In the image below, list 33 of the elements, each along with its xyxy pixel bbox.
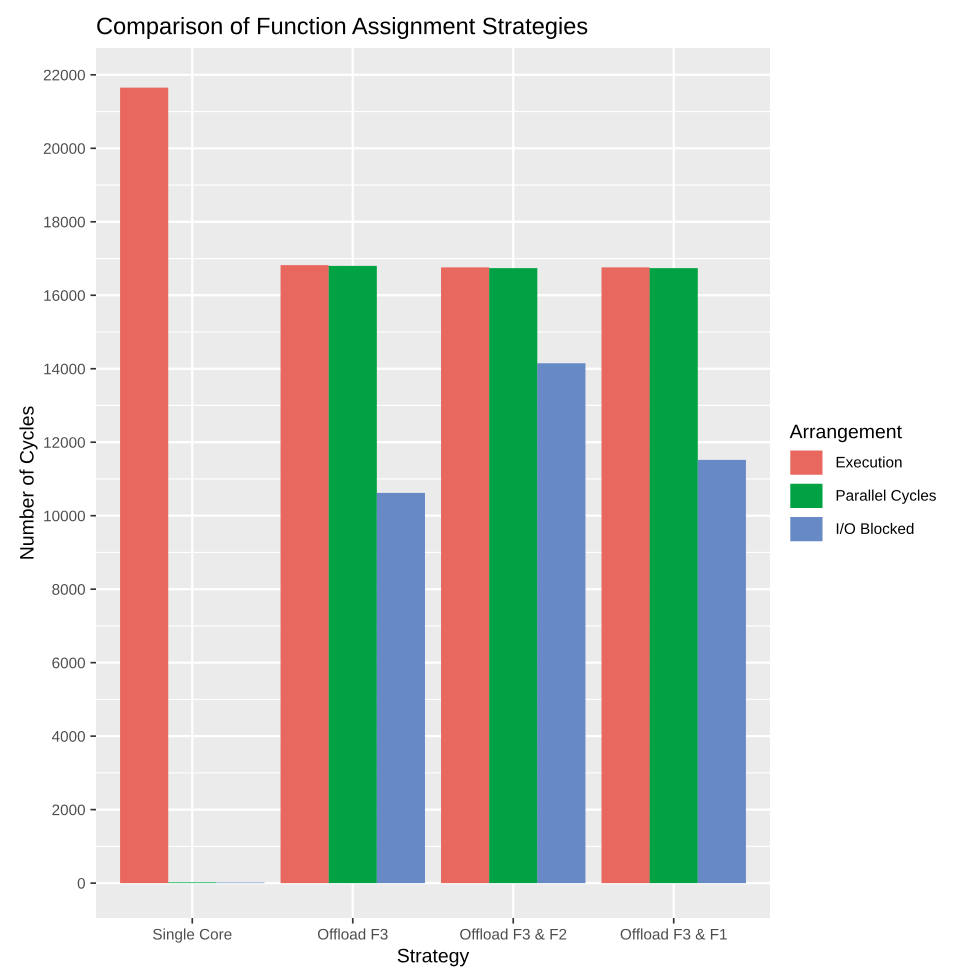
bar — [280, 265, 329, 884]
y-tick-label: 8000 — [52, 584, 85, 595]
y-tick-label: 4000 — [52, 731, 85, 742]
bar — [698, 460, 746, 884]
chart-title: Comparison of Function Assignment Strategies — [97, 17, 588, 40]
y-tick-label: 0 — [78, 878, 85, 889]
bar — [441, 267, 490, 884]
y-tick-label: 14000 — [44, 364, 85, 374]
x-tick-label: Single Core — [153, 928, 232, 943]
y-tick-label: 12000 — [44, 437, 85, 448]
y-axis-title: Number of Cycles — [19, 406, 38, 559]
legend-label: Parallel Cycles — [836, 490, 936, 504]
x-tick-label: Offload F3 — [318, 928, 388, 940]
x-tick-label: Offload F3 & F1 — [620, 928, 727, 940]
y-tick-label: 10000 — [44, 510, 85, 522]
x-axis-title: Strategy — [398, 948, 470, 966]
y-tick-label: 6000 — [52, 658, 85, 668]
x-tick-label: Offload F3 & F2 — [460, 928, 566, 940]
y-tick-label: 18000 — [44, 216, 85, 228]
legend-title: Arrangement — [790, 424, 902, 442]
y-tick-label: 16000 — [44, 290, 85, 301]
y-tick-label: 22000 — [44, 70, 85, 81]
bar — [489, 268, 538, 884]
legend-label: Execution — [836, 456, 902, 468]
bar — [376, 492, 425, 884]
y-tick-label: 2000 — [52, 804, 85, 816]
bar — [537, 363, 586, 884]
legend-label: I/O Blocked — [836, 522, 914, 534]
bar — [120, 88, 168, 884]
y-tick-label: 20000 — [44, 143, 85, 154]
bar — [650, 268, 698, 884]
bar — [602, 267, 650, 884]
bar — [328, 266, 377, 884]
